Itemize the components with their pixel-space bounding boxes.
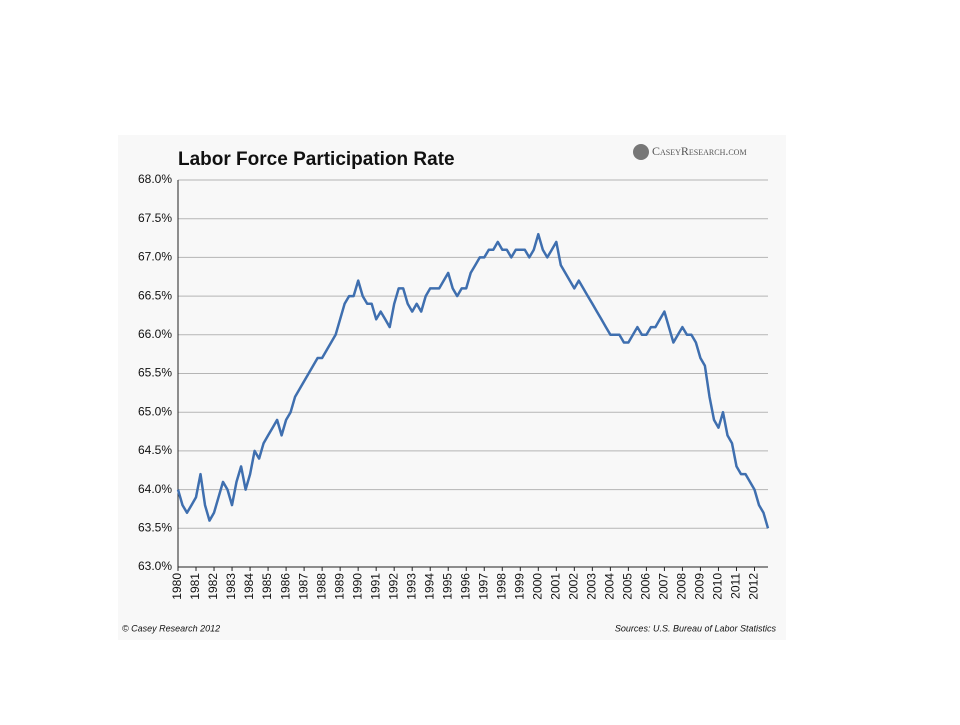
x-tick-label: 2009 bbox=[693, 573, 707, 600]
x-tick-label: 1995 bbox=[440, 573, 454, 600]
x-tick-label: 2002 bbox=[567, 573, 581, 600]
x-tick-label: 1990 bbox=[350, 573, 364, 600]
y-tick-label: 66.0% bbox=[138, 327, 172, 341]
x-tick-label: 1989 bbox=[332, 573, 346, 600]
logo: CaseyResearch.com bbox=[652, 144, 747, 158]
x-tick-label: 1999 bbox=[512, 573, 526, 600]
y-tick-label: 65.0% bbox=[138, 404, 172, 418]
x-tick-label: 2003 bbox=[585, 573, 599, 600]
y-tick-label: 67.0% bbox=[138, 250, 172, 264]
y-tick-label: 66.5% bbox=[138, 288, 172, 302]
x-tick-label: 2005 bbox=[621, 573, 635, 600]
y-tick-label: 63.5% bbox=[138, 520, 172, 534]
x-tick-label: 1986 bbox=[278, 573, 292, 600]
x-tick-label: 1984 bbox=[242, 573, 256, 600]
x-tick-label: 2004 bbox=[603, 573, 617, 600]
x-tick-label: 2008 bbox=[675, 573, 689, 600]
y-tick-label: 65.5% bbox=[138, 366, 172, 380]
x-tick-label: 1993 bbox=[404, 573, 418, 600]
x-tick-label: 2000 bbox=[530, 573, 544, 600]
y-tick-label: 67.5% bbox=[138, 211, 172, 225]
x-tick-label: 1997 bbox=[476, 573, 490, 600]
logo-icon bbox=[633, 144, 649, 160]
x-tick-label: 2010 bbox=[711, 573, 725, 600]
x-tick-label: 1983 bbox=[224, 573, 238, 600]
y-tick-label: 63.0% bbox=[138, 559, 172, 573]
x-tick-label: 1987 bbox=[296, 573, 310, 600]
footnote: © Casey Research 2012 bbox=[122, 623, 220, 633]
x-tick-label: 2001 bbox=[548, 573, 562, 600]
x-tick-label: 2007 bbox=[657, 573, 671, 600]
y-tick-label: 64.5% bbox=[138, 443, 172, 457]
source: Sources: U.S. Bureau of Labor Statistics bbox=[615, 623, 777, 633]
x-tick-label: 1992 bbox=[386, 573, 400, 600]
data-line bbox=[176, 232, 770, 529]
x-tick-label: 1981 bbox=[188, 573, 202, 600]
x-tick-label: 1982 bbox=[206, 573, 220, 600]
y-tick-label: 64.0% bbox=[138, 482, 172, 496]
x-tick-label: 1988 bbox=[314, 573, 328, 600]
x-tick-label: 2012 bbox=[747, 573, 761, 600]
x-tick-label: 1996 bbox=[458, 573, 472, 600]
y-tick-label: 68.0% bbox=[138, 172, 172, 186]
x-tick-label: 1991 bbox=[368, 573, 382, 600]
x-tick-label: 1985 bbox=[260, 573, 274, 600]
x-tick-label: 1980 bbox=[170, 573, 184, 600]
chart-title: Labor Force Participation Rate bbox=[178, 149, 455, 170]
x-tick-label: 1998 bbox=[494, 573, 508, 600]
x-tick-label: 2011 bbox=[729, 573, 743, 599]
x-tick-label: 1994 bbox=[422, 573, 436, 600]
chart-panel bbox=[118, 135, 786, 640]
x-tick-label: 2006 bbox=[639, 573, 653, 600]
